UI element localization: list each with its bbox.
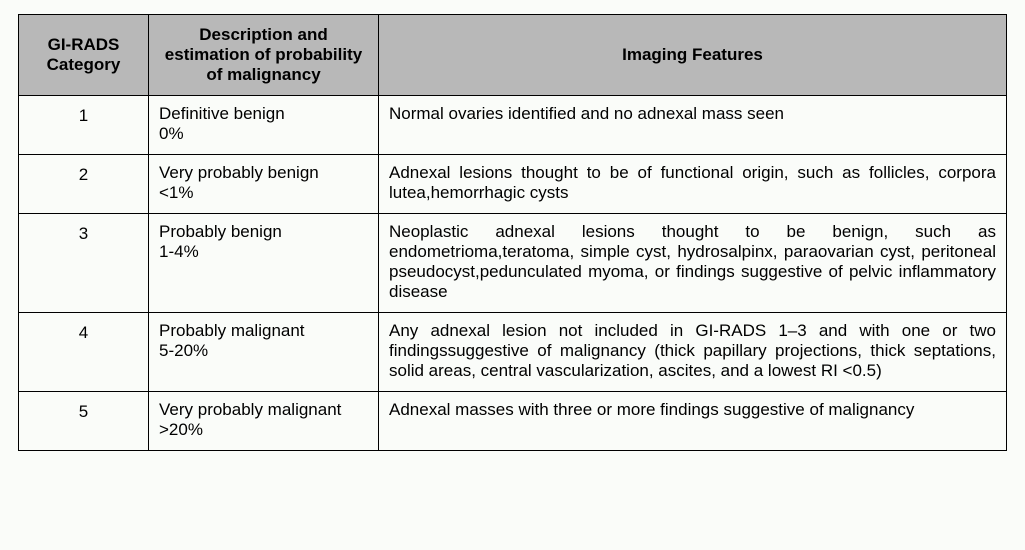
cell-category: 2 <box>19 155 149 214</box>
col-header-features: Imaging Features <box>379 15 1007 96</box>
cell-category: 5 <box>19 392 149 451</box>
col-header-category: GI-RADS Category <box>19 15 149 96</box>
cell-description: Very probably malignant >20% <box>149 392 379 451</box>
probability-text: 0% <box>159 124 368 144</box>
table-row: 5 Very probably malignant >20% Adnexal m… <box>19 392 1007 451</box>
gi-rads-table: GI-RADS Category Description and estimat… <box>18 14 1007 451</box>
cell-description: Probably benign 1-4% <box>149 214 379 313</box>
description-text: Probably malignant <box>159 321 368 341</box>
description-text: Definitive benign <box>159 104 368 124</box>
table-header: GI-RADS Category Description and estimat… <box>19 15 1007 96</box>
cell-features: Normal ovaries identified and no adnexal… <box>379 96 1007 155</box>
probability-text: >20% <box>159 420 368 440</box>
cell-category: 1 <box>19 96 149 155</box>
description-text: Very probably benign <box>159 163 368 183</box>
table-row: 1 Definitive benign 0% Normal ovaries id… <box>19 96 1007 155</box>
description-text: Very probably malignant <box>159 400 368 420</box>
cell-features: Any adnexal lesion not included in GI-RA… <box>379 313 1007 392</box>
probability-text: <1% <box>159 183 368 203</box>
col-header-description: Description and estimation of probabilit… <box>149 15 379 96</box>
cell-features: Adnexal masses with three or more findin… <box>379 392 1007 451</box>
cell-features: Neoplastic adnexal lesions thought to be… <box>379 214 1007 313</box>
table-row: 3 Probably benign 1-4% Neoplastic adnexa… <box>19 214 1007 313</box>
probability-text: 5-20% <box>159 341 368 361</box>
cell-category: 3 <box>19 214 149 313</box>
cell-description: Very probably benign <1% <box>149 155 379 214</box>
table-body: 1 Definitive benign 0% Normal ovaries id… <box>19 96 1007 451</box>
cell-description: Probably malignant 5-20% <box>149 313 379 392</box>
cell-category: 4 <box>19 313 149 392</box>
probability-text: 1-4% <box>159 242 368 262</box>
table-row: 4 Probably malignant 5-20% Any adnexal l… <box>19 313 1007 392</box>
cell-description: Definitive benign 0% <box>149 96 379 155</box>
description-text: Probably benign <box>159 222 368 242</box>
cell-features: Adnexal lesions thought to be of functio… <box>379 155 1007 214</box>
table-row: 2 Very probably benign <1% Adnexal lesio… <box>19 155 1007 214</box>
